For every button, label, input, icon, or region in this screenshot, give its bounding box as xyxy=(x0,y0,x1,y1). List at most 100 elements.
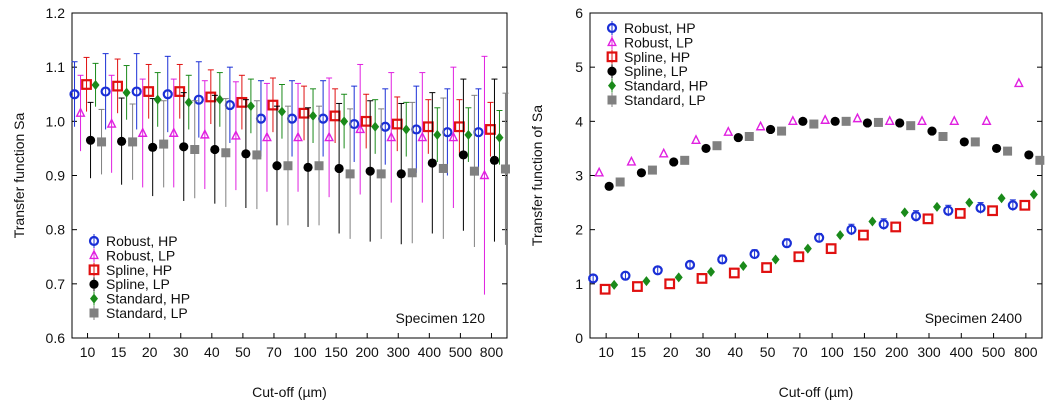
data-point xyxy=(407,168,417,178)
legend-marker-standard-lp xyxy=(607,95,617,105)
data-point xyxy=(862,118,873,128)
data-point xyxy=(669,157,679,167)
legend-label: Standard, LP xyxy=(624,92,706,108)
data-point xyxy=(761,262,772,273)
x-tick-label: 20 xyxy=(142,344,158,360)
data-point xyxy=(922,213,934,225)
data-point xyxy=(712,141,722,151)
data-point xyxy=(303,162,313,172)
data-point xyxy=(652,265,663,276)
x-tick-label: 20 xyxy=(663,344,679,360)
legend-marker-standard-lp xyxy=(89,308,99,318)
x-tick-label: 100 xyxy=(820,344,844,360)
series-spline-hp xyxy=(599,199,1031,295)
legend-label: Robust, LP xyxy=(624,34,693,50)
series-standard-lp xyxy=(97,92,510,247)
legend-marker-robust-hp xyxy=(88,235,100,247)
data-point xyxy=(128,137,138,147)
data-point xyxy=(1007,200,1018,211)
data-point xyxy=(193,94,204,105)
data-point xyxy=(938,132,948,141)
x-tick-label: 800 xyxy=(480,344,504,360)
x-tick-label: 400 xyxy=(950,344,974,360)
data-point xyxy=(991,143,1002,154)
data-point xyxy=(1013,77,1024,88)
data-point xyxy=(489,155,500,165)
data-point xyxy=(458,150,468,160)
data-point xyxy=(954,208,966,219)
data-point xyxy=(588,273,599,284)
data-point xyxy=(345,169,355,179)
specimen-annotation: Specimen 120 xyxy=(395,310,485,326)
data-point xyxy=(184,97,193,108)
data-point xyxy=(684,259,696,270)
data-point xyxy=(604,181,614,191)
data-point xyxy=(868,216,877,227)
legend-marker-spline-lp xyxy=(89,279,99,289)
data-point xyxy=(970,137,980,147)
data-point xyxy=(749,248,760,260)
data-point xyxy=(162,89,173,100)
data-point xyxy=(809,119,819,129)
data-point xyxy=(987,205,998,217)
legend-label: Standard, HP xyxy=(106,291,190,307)
specimen-annotation: Specimen 2400 xyxy=(925,310,1023,326)
data-point xyxy=(884,115,895,126)
x-tick-label: 200 xyxy=(355,344,379,360)
data-point xyxy=(981,115,992,126)
series-robust-lp xyxy=(594,77,1024,177)
data-point xyxy=(309,110,318,121)
data-point xyxy=(277,106,286,117)
data-point xyxy=(765,124,776,135)
x-tick-label: 30 xyxy=(173,344,189,360)
data-point xyxy=(927,126,937,136)
data-point xyxy=(615,177,625,187)
data-point xyxy=(965,197,974,208)
data-point xyxy=(230,129,241,140)
legend-label: Spline, LP xyxy=(624,63,688,79)
data-point xyxy=(500,164,510,174)
y-tick-label: 1.0 xyxy=(46,113,66,129)
data-point xyxy=(594,166,605,177)
data-point xyxy=(610,279,619,290)
data-point xyxy=(131,86,142,97)
legend-marker-robust-lp xyxy=(89,249,99,260)
series-robust-lp xyxy=(75,55,490,295)
y-tick-label: 1.2 xyxy=(46,5,66,21)
x-tick-label: 15 xyxy=(631,344,647,360)
x-tick-label: 70 xyxy=(792,344,808,360)
chart-panel-specimen-2400: 0 1 2 3 4 5 6 10 15 20 30 40 50 70 100 150 200 300 400 500 8… xyxy=(529,5,1045,400)
data-point xyxy=(910,211,922,222)
data-point xyxy=(626,155,637,166)
data-point xyxy=(272,161,282,171)
data-point xyxy=(642,276,651,287)
data-point xyxy=(199,128,210,139)
y-tick-label: 0.7 xyxy=(46,276,66,292)
y-tick-label: 0.9 xyxy=(46,168,66,184)
x-tick-label: 200 xyxy=(885,344,909,360)
data-point xyxy=(975,202,986,214)
data-point xyxy=(820,114,831,124)
data-point xyxy=(479,169,490,180)
legend-marker-robust-lp xyxy=(607,36,617,47)
x-tick-label: 500 xyxy=(982,344,1006,360)
legend-marker-standard-hp xyxy=(608,80,616,91)
data-point xyxy=(464,129,473,140)
x-tick-label: 10 xyxy=(598,344,614,360)
legend-label: Robust, HP xyxy=(624,20,696,36)
data-point xyxy=(739,260,748,271)
data-point xyxy=(143,86,155,97)
x-axis-label: Cut-off (µm) xyxy=(779,384,854,400)
x-tick-label: 70 xyxy=(266,344,282,360)
series-robust-hp xyxy=(588,199,1018,284)
data-point xyxy=(417,131,428,142)
legend-label: Robust, HP xyxy=(106,233,178,249)
data-point xyxy=(122,87,131,98)
data-point xyxy=(717,254,728,265)
x-tick-label: 800 xyxy=(1014,344,1038,360)
data-point xyxy=(262,131,272,142)
data-point xyxy=(293,131,303,142)
data-point xyxy=(949,115,960,126)
